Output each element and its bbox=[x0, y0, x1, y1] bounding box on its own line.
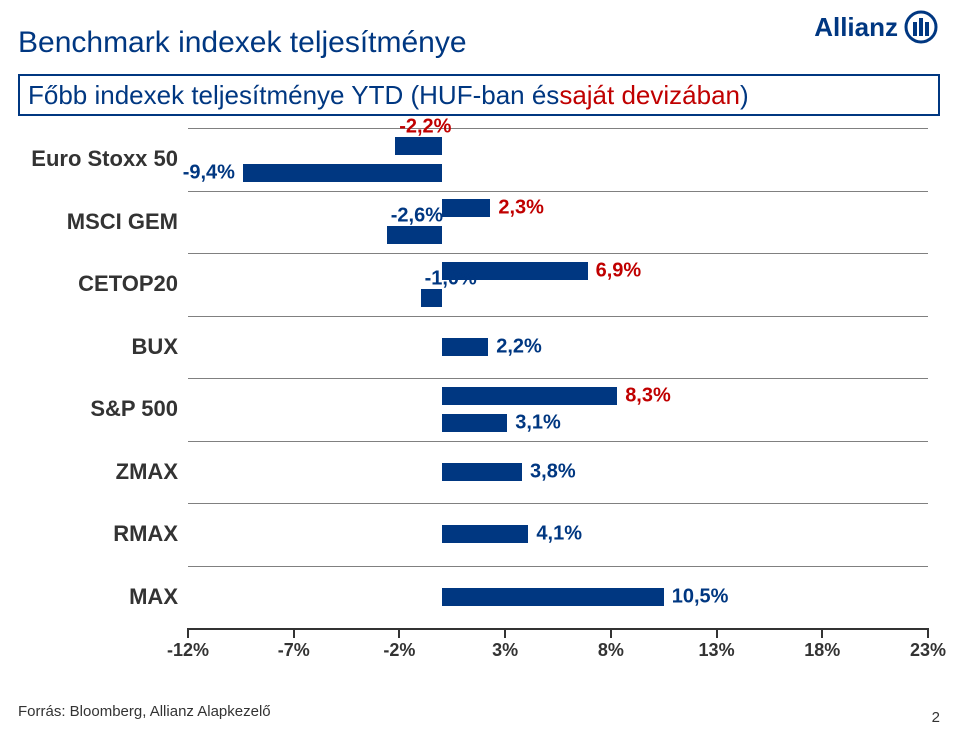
logo-text: Allianz bbox=[814, 12, 898, 43]
subtitle-pre: Főbb indexek teljesítménye YTD (HUF-ban … bbox=[28, 80, 559, 111]
x-tick-label: 23% bbox=[910, 640, 946, 661]
gridline bbox=[188, 316, 928, 317]
category-label: MAX bbox=[18, 584, 178, 610]
category-label: Euro Stoxx 50 bbox=[18, 146, 178, 172]
bar-value-label: 6,9% bbox=[596, 259, 642, 282]
x-tick bbox=[293, 628, 295, 638]
bar-value-label: -2,2% bbox=[399, 115, 451, 138]
bar-value-label: -2,6% bbox=[391, 205, 443, 228]
x-tick-label: -7% bbox=[278, 640, 310, 661]
bar bbox=[243, 164, 442, 182]
bar bbox=[442, 387, 617, 405]
bar-value-label: 2,3% bbox=[498, 197, 544, 220]
page-number: 2 bbox=[932, 709, 940, 726]
subtitle-em: saját devizában bbox=[559, 80, 740, 111]
logo: Allianz bbox=[814, 10, 938, 44]
gridline bbox=[188, 566, 928, 567]
subtitle-post: ) bbox=[740, 80, 749, 111]
x-tick bbox=[716, 628, 718, 638]
bar-value-label: 10,5% bbox=[672, 585, 729, 608]
bar bbox=[442, 463, 522, 481]
x-tick-label: 8% bbox=[598, 640, 624, 661]
bar-value-label: 2,2% bbox=[496, 335, 542, 358]
gridline bbox=[188, 191, 928, 192]
gridline bbox=[188, 253, 928, 254]
x-tick-label: 13% bbox=[699, 640, 735, 661]
subtitle-box: Főbb indexek teljesítménye YTD (HUF-ban … bbox=[18, 74, 940, 116]
category-label: ZMAX bbox=[18, 459, 178, 485]
bar bbox=[442, 588, 664, 606]
bar bbox=[442, 338, 489, 356]
category-label: S&P 500 bbox=[18, 396, 178, 422]
gridline bbox=[188, 378, 928, 379]
x-tick bbox=[927, 628, 929, 638]
x-tick-label: 3% bbox=[492, 640, 518, 661]
category-label: RMAX bbox=[18, 521, 178, 547]
bar bbox=[442, 525, 529, 543]
bar-value-label: 3,1% bbox=[515, 411, 561, 434]
x-tick-label: -12% bbox=[167, 640, 209, 661]
x-axis: -12%-7%-2%3%8%13%18%23% bbox=[188, 628, 928, 662]
x-tick bbox=[610, 628, 612, 638]
gridline bbox=[188, 503, 928, 504]
x-tick-label: 18% bbox=[804, 640, 840, 661]
x-tick bbox=[504, 628, 506, 638]
bar-value-label: 8,3% bbox=[625, 384, 671, 407]
bar-value-label: -1,0% bbox=[425, 267, 477, 290]
x-tick bbox=[187, 628, 189, 638]
bar bbox=[387, 226, 442, 244]
allianz-eagle-icon bbox=[904, 10, 938, 44]
gridline bbox=[188, 128, 928, 129]
x-tick bbox=[398, 628, 400, 638]
page-title: Benchmark indexek teljesítménye bbox=[18, 26, 467, 60]
category-label: BUX bbox=[18, 334, 178, 360]
bar bbox=[442, 414, 508, 432]
bar bbox=[421, 289, 442, 307]
plot-area: -2,2%-9,4%2,3%-2,6%6,9%-1,0%2,2%8,3%3,1%… bbox=[188, 128, 928, 628]
x-tick-label: -2% bbox=[383, 640, 415, 661]
bar bbox=[442, 199, 491, 217]
category-label: CETOP20 bbox=[18, 271, 178, 297]
category-labels: Euro Stoxx 50 MSCI GEM CETOP20 BUX S&P 500 ZM… bbox=[18, 128, 178, 628]
bar bbox=[395, 137, 442, 155]
bar-value-label: 4,1% bbox=[536, 523, 582, 546]
bar-value-label: 3,8% bbox=[530, 460, 576, 483]
x-axis-line bbox=[188, 628, 928, 630]
chart: Euro Stoxx 50 MSCI GEM CETOP20 BUX S&P 500 ZM… bbox=[18, 128, 938, 668]
x-tick bbox=[821, 628, 823, 638]
category-label: MSCI GEM bbox=[18, 209, 178, 235]
gridline bbox=[188, 441, 928, 442]
bar-value-label: -9,4% bbox=[183, 161, 235, 184]
source-text: Forrás: Bloomberg, Allianz Alapkezelő bbox=[18, 703, 271, 720]
